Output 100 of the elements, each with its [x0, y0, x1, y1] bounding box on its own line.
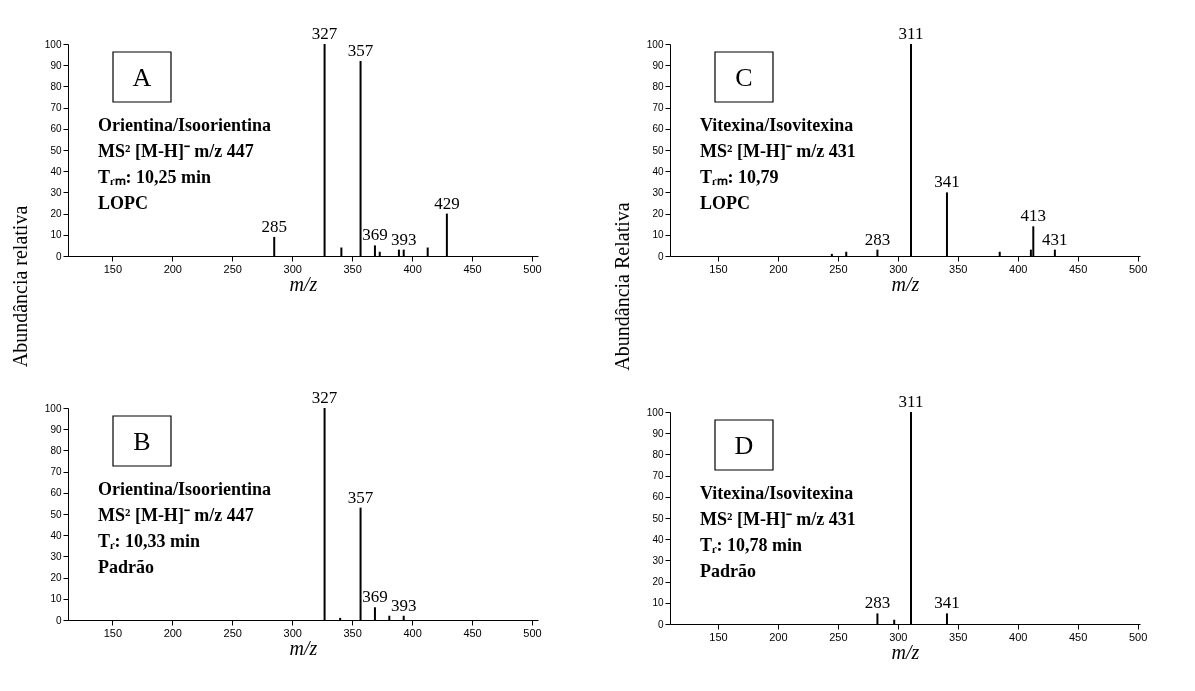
- y-axis-title: Abundância relativa: [8, 205, 31, 368]
- x-tick-label: 350: [343, 262, 362, 275]
- x-tick-label: 250: [223, 626, 242, 639]
- y-tick-label: 10: [652, 597, 664, 609]
- annotation: MS² [M-H]⁻ m/z 431: [700, 141, 856, 161]
- y-tick-label: 10: [50, 593, 62, 605]
- y-tick-label: 80: [652, 80, 664, 92]
- x-tick-label: 500: [523, 626, 542, 639]
- annotation: MS² [M-H]⁻ m/z 447: [98, 141, 254, 161]
- annotation: Tᵣₘ: 10,25 min: [98, 167, 212, 187]
- y-tick-label: 80: [50, 80, 62, 92]
- y-tick-label: 20: [50, 572, 62, 584]
- y-tick-label: 30: [652, 186, 664, 198]
- annotation: MS² [M-H]⁻ m/z 431: [700, 509, 856, 529]
- x-tick-label: 500: [1128, 630, 1148, 643]
- y-tick-label: 20: [652, 208, 664, 220]
- annotation: 357: [347, 40, 374, 60]
- y-tick-label: 80: [652, 448, 664, 460]
- y-tick-label: 50: [652, 512, 664, 524]
- annotation: 311: [898, 24, 924, 43]
- annotation: Vitexina/Isovitexina: [700, 483, 854, 503]
- y-tick-label: 100: [44, 402, 62, 414]
- annotation: 341: [934, 593, 960, 613]
- annotation: Orientina/Isoorientina: [98, 115, 272, 135]
- x-tick-label: 250: [223, 262, 242, 275]
- x-tick-label: 400: [1009, 630, 1028, 643]
- annotation: 393: [390, 595, 417, 615]
- annotation: LOPC: [700, 193, 751, 213]
- annotation: Tᵣ: 10,78 min: [700, 535, 803, 555]
- x-tick-label: 250: [829, 630, 848, 643]
- y-tick-label: 60: [652, 491, 664, 503]
- x-tick-label: 300: [889, 630, 908, 643]
- y-tick-label: 100: [646, 406, 664, 418]
- y-tick-label: 80: [50, 444, 62, 456]
- annotation: Orientina/Isoorientina: [98, 479, 272, 499]
- y-tick-label: 40: [652, 165, 664, 177]
- x-tick-label: 200: [163, 626, 182, 639]
- annotation: 393: [390, 229, 417, 249]
- y-tick-label: 90: [50, 59, 62, 71]
- x-tick-label: 450: [463, 262, 482, 275]
- x-tick-label: 400: [403, 626, 422, 639]
- y-tick-label: 30: [50, 186, 62, 198]
- annotation: Padrão: [700, 561, 756, 581]
- annotation: C: [735, 63, 753, 92]
- y-tick-label: 50: [50, 144, 62, 156]
- annotation: D: [734, 431, 754, 460]
- x-tick-label: 350: [343, 626, 362, 639]
- x-tick-label: 300: [889, 262, 908, 275]
- x-tick-label: 150: [709, 262, 728, 275]
- annotation: 327: [311, 24, 338, 43]
- annotation: LOPC: [98, 193, 149, 213]
- y-tick-label: 20: [652, 576, 664, 588]
- x-tick-label: 400: [1009, 262, 1028, 275]
- y-tick-label: 100: [44, 38, 62, 50]
- y-tick-label: 100: [646, 38, 664, 50]
- x-tick-label: 300: [283, 626, 302, 639]
- y-tick-label: 20: [50, 208, 62, 220]
- y-tick-label: 70: [652, 102, 664, 114]
- y-tick-label: 0: [657, 618, 664, 630]
- annotation: Tᵣ: 10,33 min: [98, 531, 201, 551]
- annotation: 327: [311, 388, 338, 407]
- annotation: 431: [1042, 229, 1068, 249]
- y-tick-label: 10: [652, 229, 664, 241]
- annotation: 429: [434, 193, 460, 213]
- x-tick-label: 150: [103, 262, 123, 275]
- y-tick-label: 50: [50, 508, 62, 520]
- x-tick-label: 450: [1068, 262, 1088, 275]
- y-tick-label: 60: [50, 123, 62, 135]
- y-tick-label: 10: [50, 229, 62, 241]
- x-tick-label: 450: [463, 626, 482, 639]
- x-tick-label: 200: [769, 630, 788, 643]
- y-tick-label: 30: [652, 554, 664, 566]
- x-tick-label: 350: [949, 630, 968, 643]
- y-tick-label: 0: [55, 250, 62, 262]
- annotation: 341: [934, 172, 960, 192]
- x-axis-title: m/z: [891, 640, 920, 663]
- x-tick-label: 250: [829, 262, 848, 275]
- annotation: 283: [864, 593, 891, 613]
- annotation: B: [133, 427, 151, 456]
- x-axis-title: m/z: [289, 272, 318, 295]
- annotation: 357: [347, 487, 374, 507]
- y-tick-label: 70: [652, 470, 664, 482]
- annotation: Tᵣₘ: 10,79: [700, 167, 779, 187]
- y-tick-label: 0: [55, 614, 62, 626]
- annotation: Vitexina/Isovitexina: [700, 115, 854, 135]
- annotation: Padrão: [98, 557, 154, 577]
- y-tick-label: 90: [652, 59, 664, 71]
- y-tick-label: 0: [657, 250, 664, 262]
- y-axis-title: Abundância Relativa: [610, 202, 633, 371]
- annotation: MS² [M-H]⁻ m/z 447: [98, 505, 254, 525]
- annotation: 285: [261, 216, 287, 236]
- annotation: A: [132, 63, 152, 92]
- annotation: 413: [1020, 206, 1047, 226]
- y-tick-label: 90: [652, 427, 664, 439]
- y-tick-label: 40: [652, 533, 664, 545]
- annotation: 369: [362, 225, 388, 245]
- y-tick-label: 60: [50, 487, 62, 499]
- x-tick-label: 150: [103, 626, 123, 639]
- annotation: 283: [864, 229, 891, 249]
- y-tick-label: 70: [50, 466, 62, 478]
